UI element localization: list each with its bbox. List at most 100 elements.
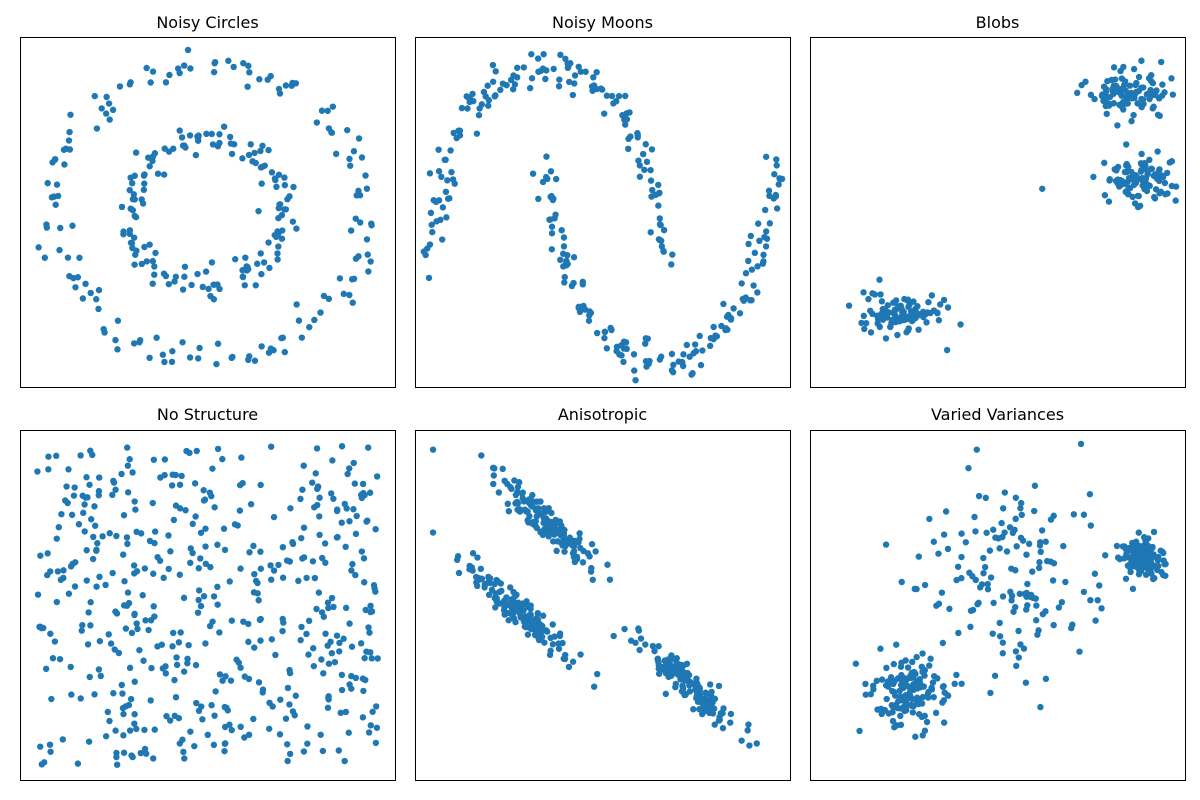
data-point <box>129 244 136 252</box>
data-point <box>1154 148 1161 155</box>
data-point <box>214 340 222 347</box>
data-point <box>1157 58 1165 66</box>
data-point <box>318 107 326 114</box>
data-point <box>1144 171 1151 178</box>
data-point <box>342 708 350 716</box>
data-point <box>552 211 559 218</box>
data-point <box>884 302 892 309</box>
data-point <box>249 158 256 165</box>
panel-varied-variances <box>852 440 1169 740</box>
data-point <box>590 683 598 690</box>
data-point <box>113 610 121 617</box>
data-point <box>367 722 374 729</box>
data-point <box>228 150 236 158</box>
data-point <box>66 272 73 280</box>
data-point <box>319 747 327 755</box>
data-point <box>712 332 719 339</box>
data-point <box>1120 98 1127 106</box>
data-point <box>537 498 544 505</box>
data-point <box>984 580 991 588</box>
data-point <box>79 622 86 629</box>
data-point <box>1009 529 1017 537</box>
data-point <box>256 76 263 83</box>
data-point <box>534 511 542 518</box>
data-point <box>86 481 93 488</box>
data-point <box>429 446 437 453</box>
data-point <box>199 716 206 723</box>
data-point <box>290 183 297 191</box>
data-point <box>34 468 41 475</box>
data-point <box>324 599 332 606</box>
data-point <box>1012 648 1020 655</box>
data-point <box>180 748 187 756</box>
data-point <box>1163 169 1171 177</box>
data-point <box>921 581 929 589</box>
data-point <box>639 150 647 158</box>
data-point <box>37 743 44 750</box>
data-point <box>365 624 372 631</box>
data-point <box>193 447 200 455</box>
data-point <box>289 538 296 546</box>
data-point <box>195 565 202 572</box>
data-point <box>543 628 551 635</box>
data-point <box>247 141 254 148</box>
data-point <box>75 521 83 528</box>
data-point <box>930 672 938 680</box>
data-point <box>498 587 505 595</box>
data-point <box>237 565 244 572</box>
data-point <box>106 717 113 725</box>
data-point <box>586 553 593 560</box>
data-point <box>1023 551 1030 558</box>
data-point <box>971 513 978 521</box>
data-point <box>284 757 291 765</box>
panel-title-noisy-moons: Noisy Moons <box>552 13 653 32</box>
data-point <box>1159 81 1166 88</box>
data-point <box>130 340 138 347</box>
data-point <box>723 313 731 320</box>
data-point <box>224 707 231 714</box>
data-point <box>126 186 133 194</box>
data-point <box>980 570 987 577</box>
data-point <box>1141 159 1148 167</box>
data-point <box>197 555 204 562</box>
data-point <box>89 451 96 459</box>
data-point <box>500 599 508 607</box>
data-point <box>478 452 485 459</box>
data-point <box>149 499 156 507</box>
data-point <box>54 568 62 575</box>
data-point <box>1037 703 1044 711</box>
data-point <box>738 280 745 287</box>
data-point <box>548 509 555 517</box>
data-point <box>251 149 258 157</box>
data-point <box>194 270 201 278</box>
data-point <box>1091 570 1099 577</box>
data-point <box>762 228 770 235</box>
data-point <box>151 726 158 733</box>
data-point <box>667 668 674 676</box>
data-point <box>281 181 289 189</box>
data-point <box>1122 93 1130 101</box>
data-point <box>265 146 272 154</box>
data-point <box>923 718 931 726</box>
data-point <box>601 328 609 336</box>
data-point <box>255 679 263 686</box>
data-point <box>635 627 643 634</box>
data-point <box>126 664 134 672</box>
data-point <box>516 608 523 615</box>
data-point <box>488 586 496 593</box>
data-point <box>145 626 152 634</box>
data-point <box>466 562 473 570</box>
data-point <box>1030 507 1038 515</box>
data-point <box>342 543 349 551</box>
data-point <box>1024 580 1031 588</box>
data-point <box>169 471 176 478</box>
data-point <box>329 457 336 464</box>
data-point <box>340 635 347 642</box>
data-point <box>469 550 477 557</box>
data-point <box>999 505 1007 512</box>
data-point <box>91 522 99 529</box>
data-point <box>264 76 271 83</box>
data-point <box>127 174 134 181</box>
data-point <box>362 172 369 179</box>
data-point <box>630 351 638 358</box>
